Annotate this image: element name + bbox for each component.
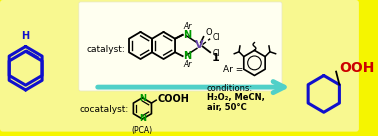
- Text: catalyst:: catalyst:: [87, 45, 125, 54]
- Text: air, 50°C: air, 50°C: [207, 103, 247, 112]
- Text: H₂O₂, MeCN,: H₂O₂, MeCN,: [207, 93, 265, 102]
- Text: (PCA): (PCA): [132, 126, 153, 135]
- Text: conditions:: conditions:: [207, 84, 253, 93]
- Text: 1: 1: [212, 53, 220, 63]
- Text: COOH: COOH: [157, 94, 189, 104]
- Text: O: O: [205, 28, 212, 37]
- Text: Cl: Cl: [213, 49, 220, 58]
- Text: Ar: Ar: [184, 60, 192, 69]
- Text: N: N: [139, 94, 146, 103]
- Text: N: N: [184, 30, 192, 40]
- Text: OOH: OOH: [339, 61, 374, 75]
- Text: cocatalyst:: cocatalyst:: [80, 105, 129, 114]
- Text: N: N: [139, 114, 146, 123]
- Text: Cl: Cl: [213, 33, 220, 42]
- Text: H: H: [22, 31, 30, 41]
- Text: V: V: [195, 41, 204, 50]
- FancyBboxPatch shape: [79, 2, 282, 91]
- FancyArrowPatch shape: [98, 82, 284, 93]
- Text: N: N: [184, 51, 192, 61]
- Text: Ar =: Ar =: [223, 65, 243, 74]
- Text: Ar: Ar: [184, 22, 192, 31]
- FancyBboxPatch shape: [0, 0, 359, 132]
